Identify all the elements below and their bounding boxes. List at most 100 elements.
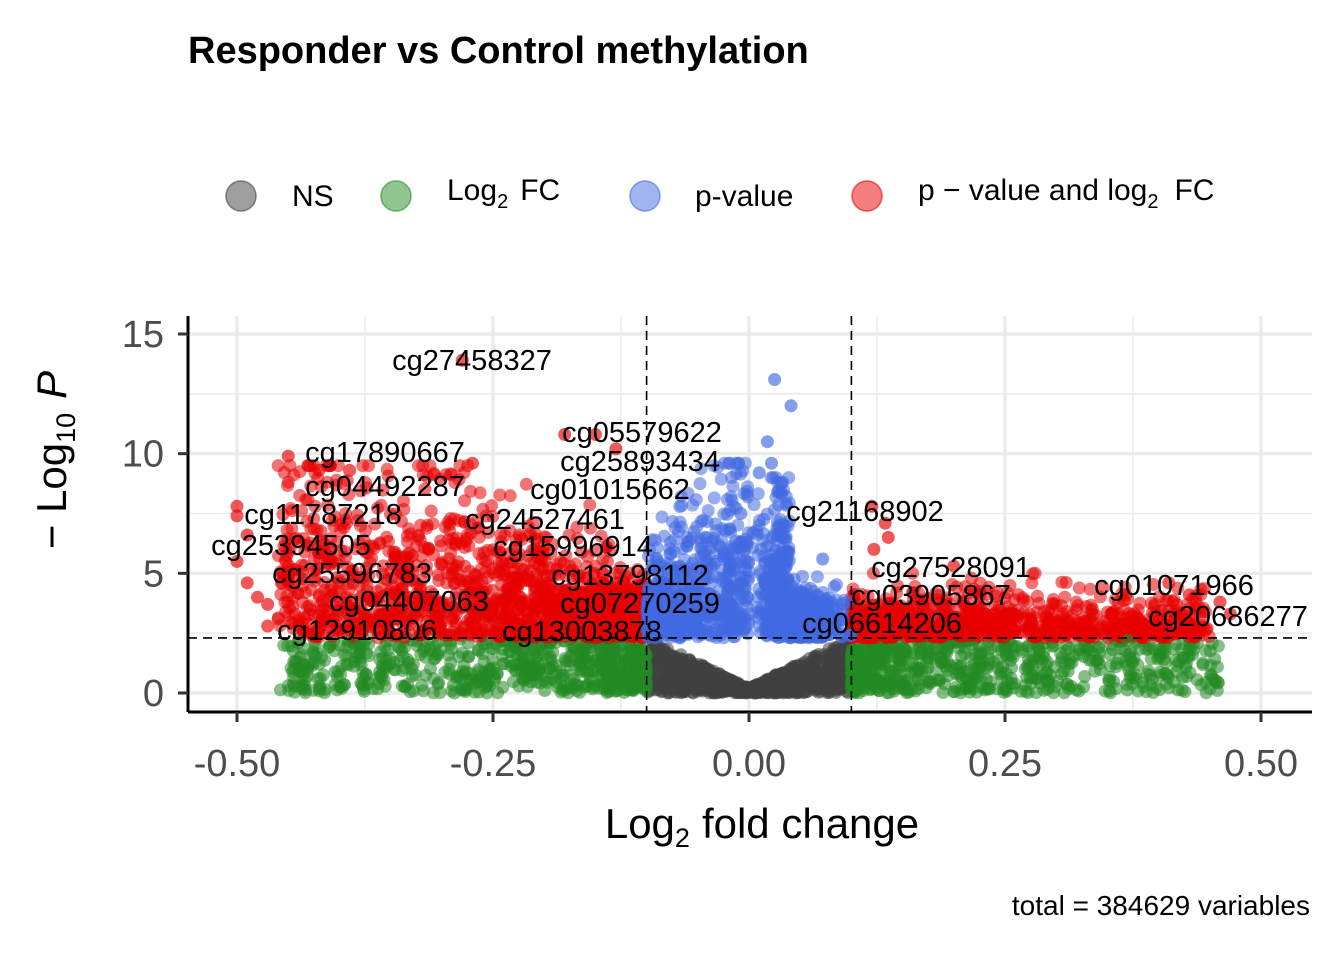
point-log2fc [872, 684, 886, 698]
point-ns [715, 685, 729, 699]
point-pvalue [690, 520, 704, 534]
point-ns [680, 675, 694, 689]
point-ns [717, 670, 731, 684]
point-log2fc [1183, 666, 1197, 680]
point-log2fc [443, 667, 457, 681]
point-log2fc [1102, 673, 1115, 687]
point-both [371, 501, 384, 515]
point-log2fc [851, 661, 865, 675]
point-log2fc [1043, 668, 1057, 682]
point-log2fc [1021, 686, 1035, 700]
point-log2fc [583, 657, 597, 671]
point-log2fc [1103, 647, 1117, 661]
point-log2fc [549, 668, 563, 681]
point-log2fc [541, 652, 555, 666]
point-ns [778, 668, 792, 682]
point-both [1079, 600, 1093, 614]
point-log2fc [878, 674, 892, 687]
point-log2fc [963, 679, 977, 693]
point-log2fc [979, 660, 993, 674]
point-log2fc [1210, 684, 1224, 697]
point-log2fc [1036, 646, 1050, 660]
chart-title: Responder vs Control methylation [188, 30, 809, 72]
point-log2fc [639, 648, 653, 662]
point-log2fc [299, 683, 312, 697]
point-log2fc [460, 683, 474, 696]
point-log2fc [895, 642, 909, 656]
point-log2fc [1153, 668, 1167, 682]
point-ns [788, 660, 802, 674]
point-log2fc [362, 676, 375, 689]
point-log2fc [637, 680, 651, 694]
point-both [401, 535, 414, 549]
point-log2fc [982, 682, 996, 696]
point-log2fc [457, 659, 471, 673]
point-both [1030, 589, 1044, 603]
point-both [512, 578, 526, 592]
point-ns [761, 676, 775, 690]
point-log2fc [1000, 684, 1014, 698]
point-log2fc [526, 667, 539, 681]
point-both [434, 539, 448, 553]
point-log2fc [934, 651, 948, 665]
point-log2fc [954, 686, 968, 700]
point-log2fc [936, 686, 950, 699]
point-log2fc [426, 686, 440, 700]
point-log2fc [401, 653, 415, 666]
point-log2fc [315, 650, 328, 664]
point-both [515, 600, 529, 614]
point-log2fc [564, 678, 578, 692]
point-both [1054, 599, 1068, 613]
point-log2fc [496, 648, 509, 662]
point-log2fc [954, 660, 968, 674]
point-ns [823, 684, 837, 698]
point-log2fc [596, 664, 609, 678]
point-both [418, 482, 432, 496]
point-log2fc [476, 647, 490, 661]
point-both [469, 569, 483, 582]
point-log2fc [398, 680, 412, 694]
point-pvalue [693, 477, 707, 491]
point-log2fc [1047, 686, 1060, 700]
point-log2fc [1000, 674, 1014, 688]
point-log2fc [601, 683, 615, 697]
point-log2fc [540, 675, 554, 689]
point-log2fc [1125, 677, 1139, 691]
point-log2fc [507, 658, 521, 672]
point-both [426, 517, 440, 531]
point-log2fc [1199, 644, 1213, 657]
point-both [451, 555, 465, 569]
point-log2fc [313, 680, 327, 693]
point-log2fc [954, 649, 968, 663]
point-log2fc [1029, 671, 1043, 685]
point-ns [834, 662, 848, 675]
point-log2fc [1175, 683, 1189, 697]
point-log2fc [1005, 661, 1018, 675]
point-log2fc [1144, 652, 1158, 666]
point-log2fc [1153, 642, 1167, 656]
point-both [1072, 581, 1086, 595]
point-log2fc [281, 639, 295, 653]
point-pvalue [738, 570, 752, 584]
point-log2fc [1078, 670, 1092, 683]
point-log2fc [301, 663, 314, 677]
point-log2fc [1088, 664, 1102, 678]
point-log2fc [1137, 680, 1151, 694]
point-both [1105, 606, 1119, 620]
point-log2fc [487, 661, 501, 675]
point-log2fc [586, 682, 600, 696]
point-both [519, 477, 533, 491]
point-log2fc [424, 662, 437, 676]
point-both [321, 498, 335, 512]
point-log2fc [504, 639, 518, 653]
point-log2fc [973, 645, 987, 659]
point-log2fc [848, 675, 862, 689]
point-ns [812, 668, 826, 682]
point-both [583, 498, 597, 512]
point-both [1000, 613, 1014, 627]
point-both [449, 628, 463, 642]
point-both [486, 562, 499, 575]
point-log2fc [999, 647, 1013, 661]
point-log2fc [941, 669, 955, 683]
point-both [473, 486, 487, 500]
